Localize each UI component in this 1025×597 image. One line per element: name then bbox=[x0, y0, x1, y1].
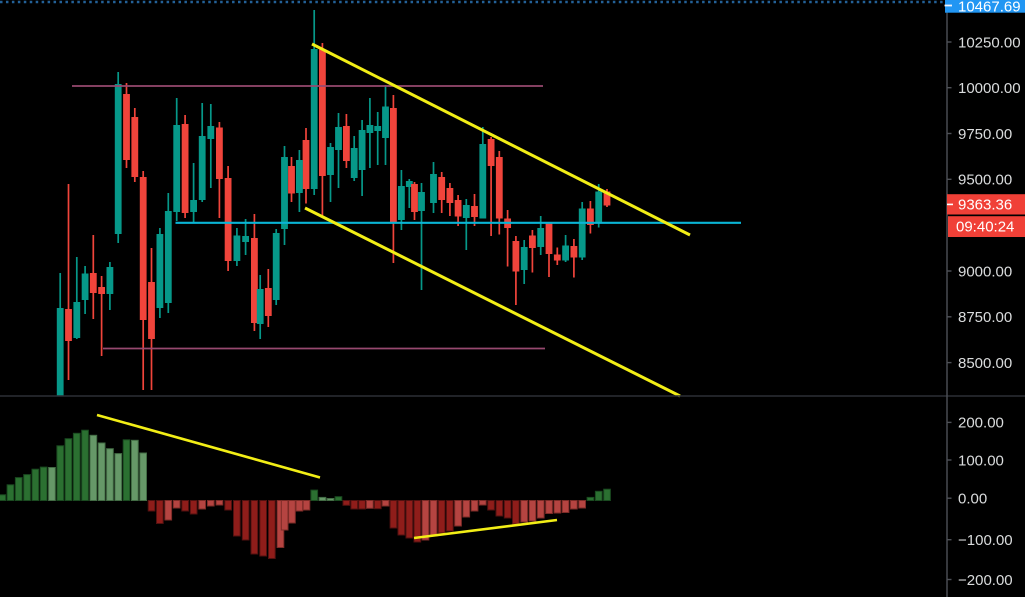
svg-text:10000.00: 10000.00 bbox=[958, 80, 1021, 97]
svg-text:9000.00: 9000.00 bbox=[958, 263, 1012, 280]
svg-text:200.00: 200.00 bbox=[958, 415, 1004, 432]
svg-text:−100.00: −100.00 bbox=[958, 532, 1013, 549]
svg-text:9750.00: 9750.00 bbox=[958, 126, 1012, 143]
svg-text:9500.00: 9500.00 bbox=[958, 172, 1012, 189]
svg-text:8500.00: 8500.00 bbox=[958, 355, 1012, 372]
svg-text:10467.69: 10467.69 bbox=[958, 0, 1021, 15]
svg-text:0.00: 0.00 bbox=[958, 491, 987, 508]
svg-text:09:40:24: 09:40:24 bbox=[956, 219, 1014, 236]
svg-text:10250.00: 10250.00 bbox=[958, 34, 1021, 51]
svg-text:9363.36: 9363.36 bbox=[958, 197, 1012, 214]
svg-text:100.00: 100.00 bbox=[958, 452, 1004, 469]
svg-text:8750.00: 8750.00 bbox=[958, 309, 1012, 326]
svg-text:−200.00: −200.00 bbox=[958, 572, 1013, 589]
